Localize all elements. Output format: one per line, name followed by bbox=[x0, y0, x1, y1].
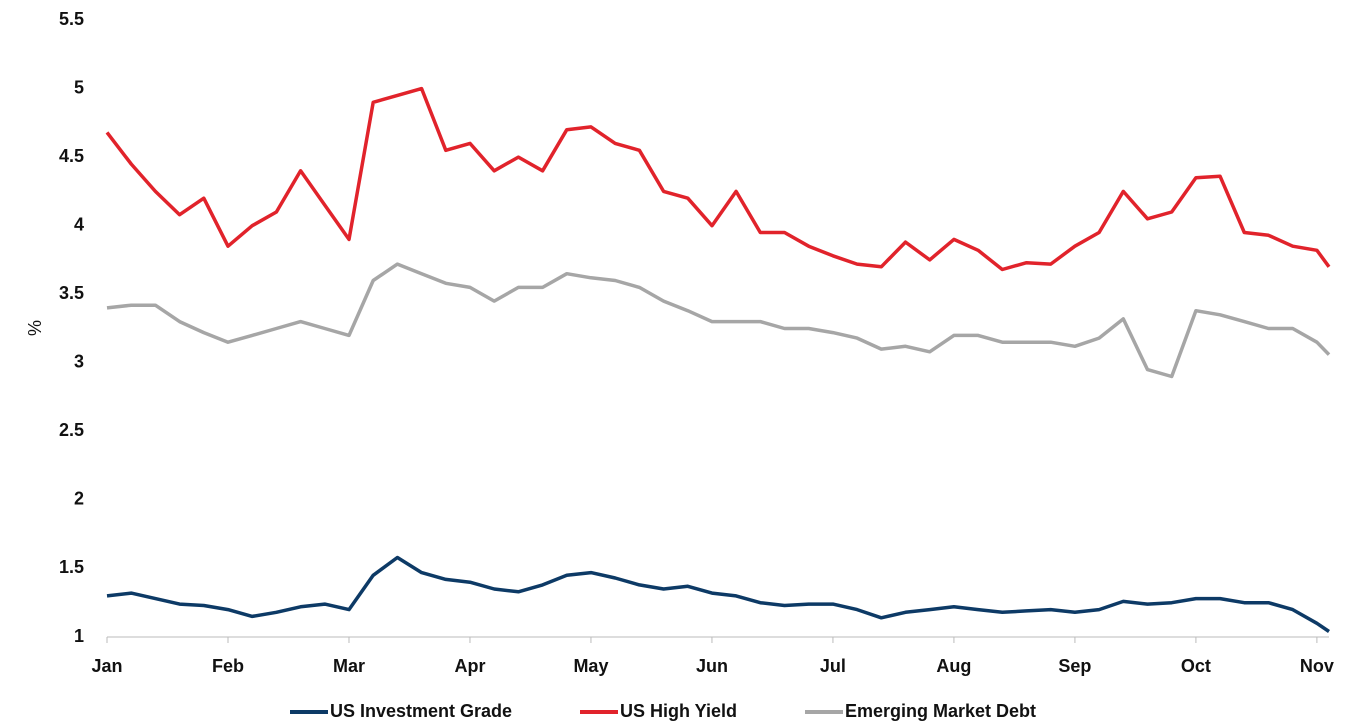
x-tick-label: Sep bbox=[1058, 656, 1091, 676]
x-tick-label: Feb bbox=[212, 656, 244, 676]
y-axis-label: % bbox=[25, 320, 45, 336]
y-tick-label: 3 bbox=[74, 352, 84, 372]
series-line bbox=[105, 86, 1331, 272]
y-tick-label: 1.5 bbox=[59, 557, 84, 577]
y-tick-label: 1 bbox=[74, 626, 84, 646]
series-line bbox=[106, 555, 1330, 633]
x-tick-label: Mar bbox=[333, 656, 365, 676]
x-tick-label: Apr bbox=[454, 656, 485, 676]
x-tick-label: Nov bbox=[1300, 656, 1334, 676]
x-tick-label: Aug bbox=[936, 656, 971, 676]
legend-label: US Investment Grade bbox=[330, 701, 512, 721]
y-tick-label: 2.5 bbox=[59, 420, 84, 440]
x-tick-label: Jul bbox=[820, 656, 846, 676]
series-line bbox=[106, 262, 1331, 379]
x-tick-label: Jun bbox=[696, 656, 728, 676]
x-tick-label: May bbox=[573, 656, 608, 676]
legend-label: Emerging Market Debt bbox=[845, 701, 1036, 721]
x-tick-label: Oct bbox=[1181, 656, 1211, 676]
y-tick-label: 2 bbox=[74, 489, 84, 509]
y-tick-label: 4.5 bbox=[59, 146, 84, 166]
legend-label: US High Yield bbox=[620, 701, 737, 721]
y-tick-label: 3.5 bbox=[59, 283, 84, 303]
y-tick-label: 5 bbox=[74, 77, 84, 97]
y-tick-label: 5.5 bbox=[59, 9, 84, 29]
x-tick-label: Jan bbox=[91, 656, 122, 676]
y-tick-label: 4 bbox=[74, 214, 84, 234]
